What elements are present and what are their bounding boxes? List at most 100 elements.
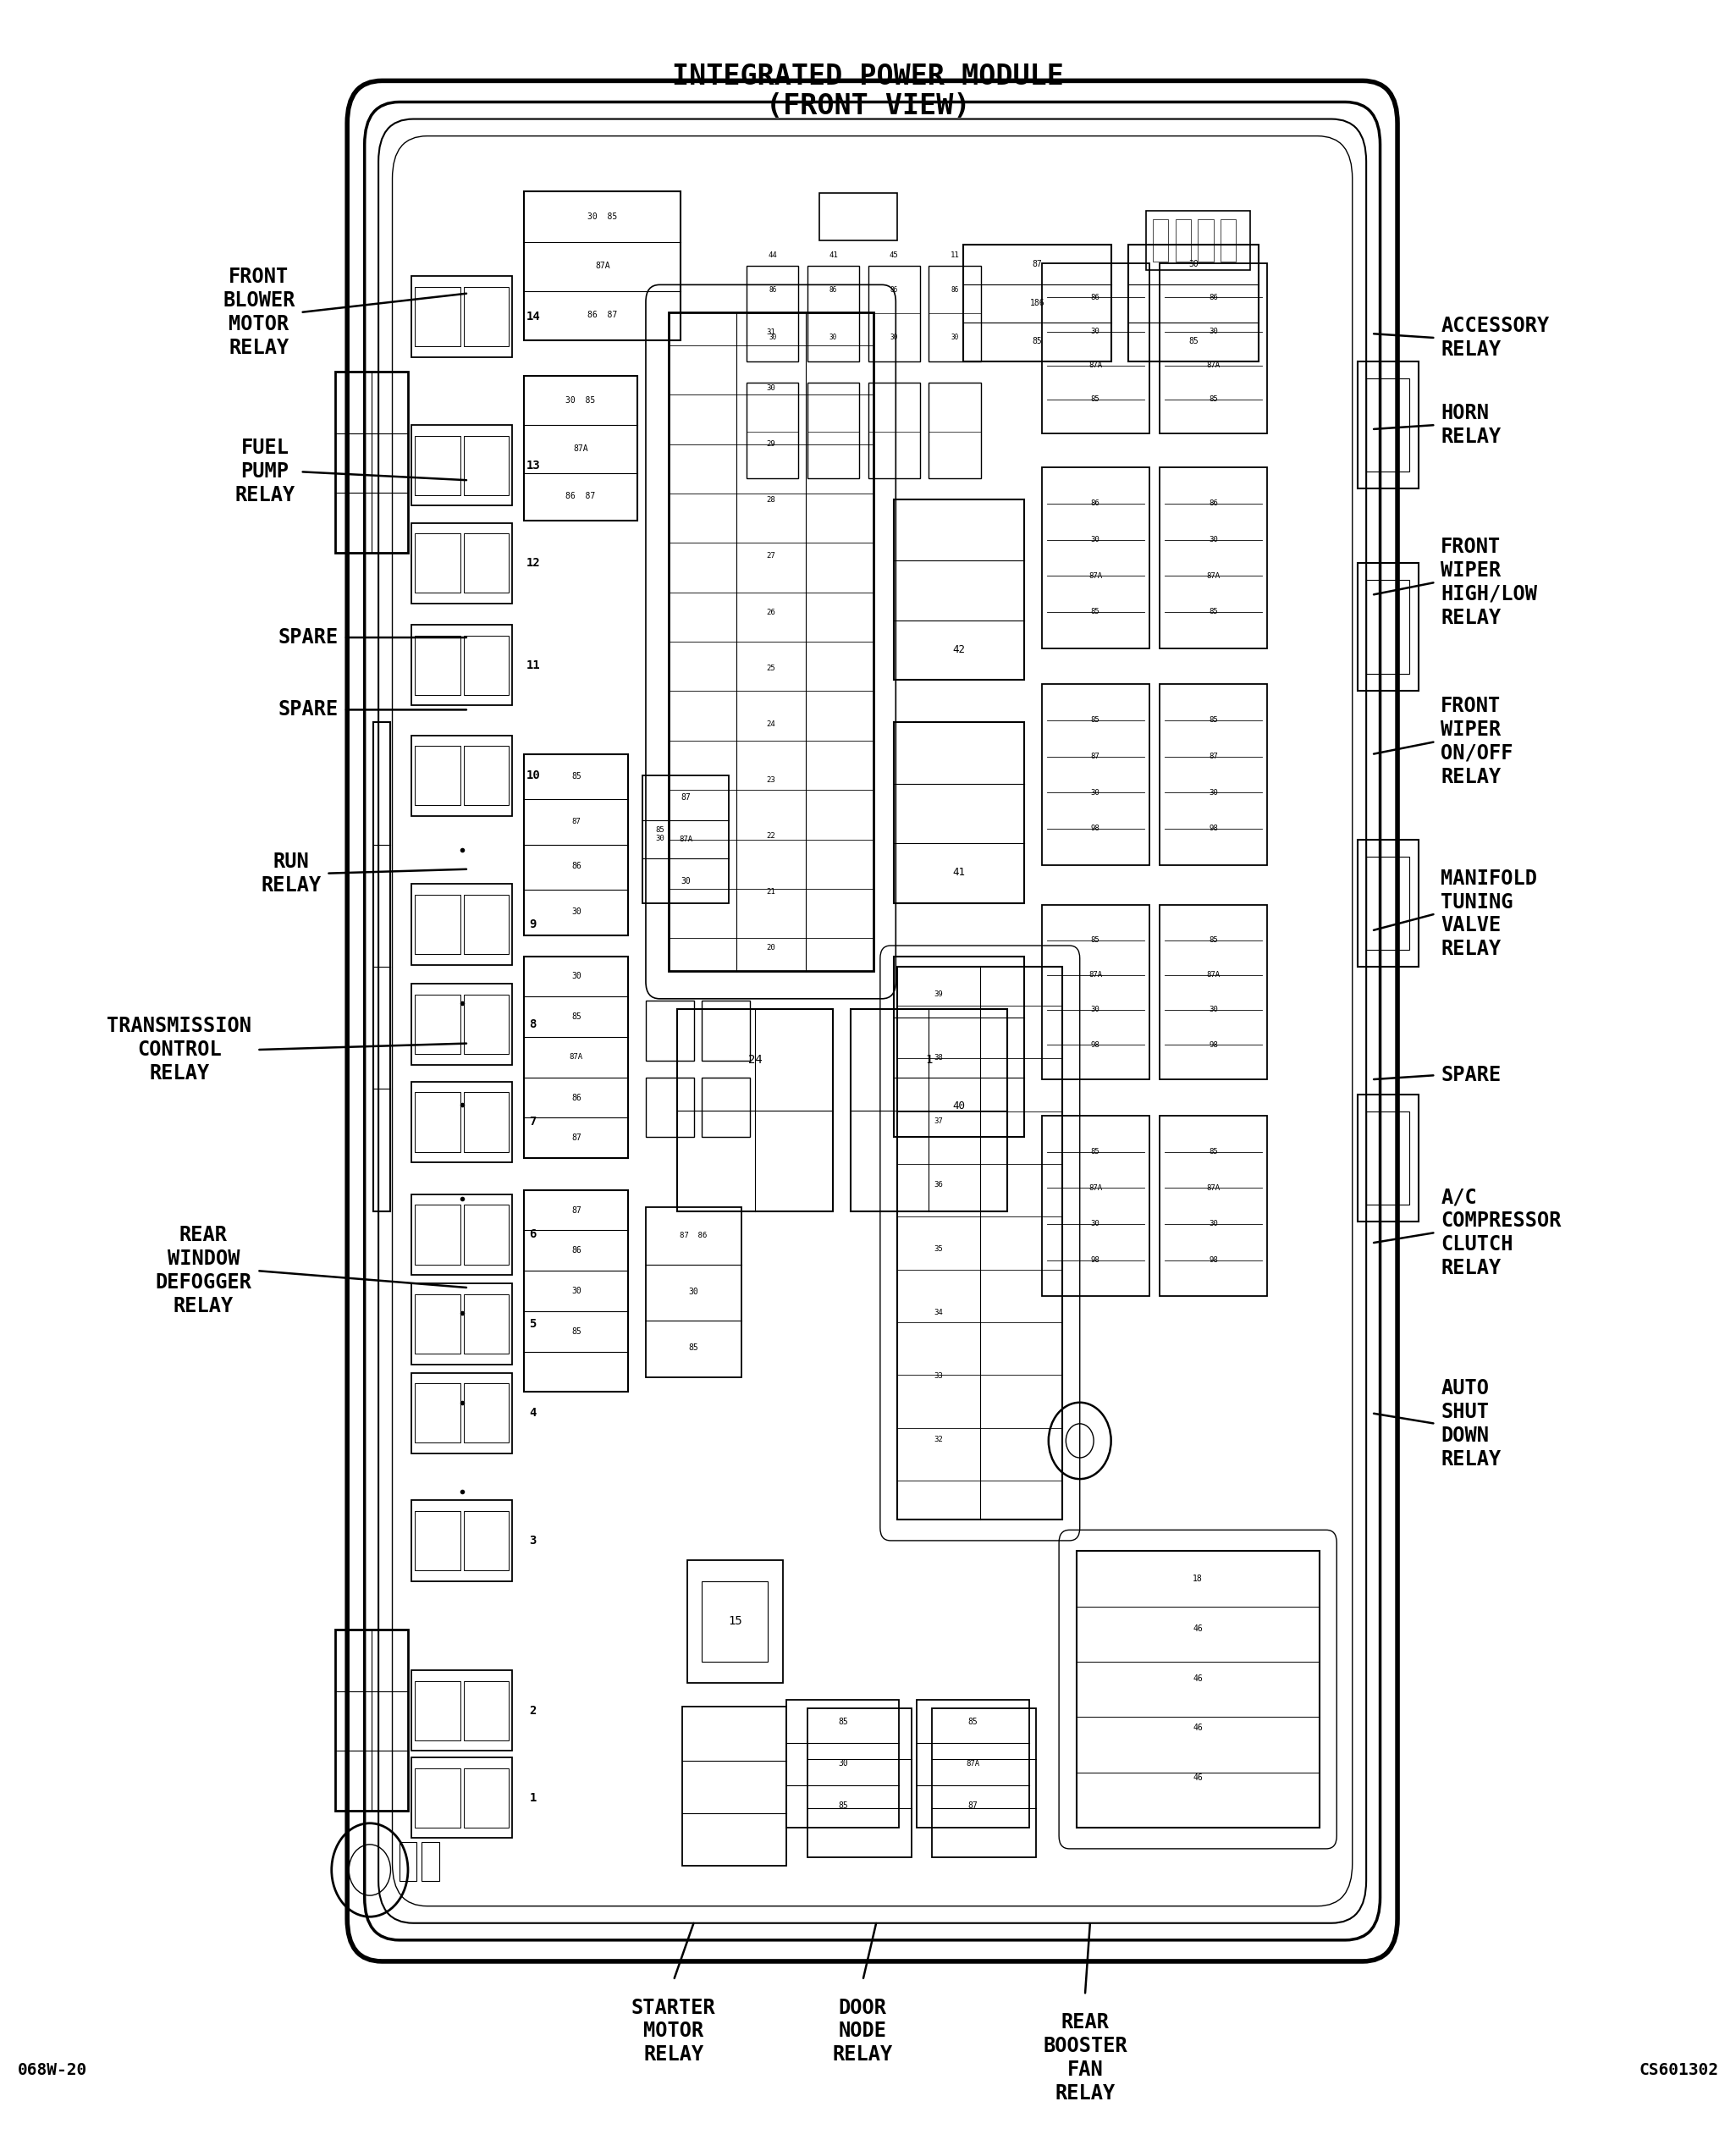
Text: 87A: 87A: [1088, 362, 1102, 368]
Text: 5: 5: [529, 1318, 536, 1331]
Text: 32: 32: [934, 1435, 943, 1443]
Text: 21: 21: [766, 888, 776, 896]
Text: HORN
RELAY: HORN RELAY: [1441, 402, 1502, 447]
Text: 85: 85: [1090, 717, 1101, 724]
Text: 24: 24: [766, 720, 776, 728]
Bar: [1076, 1552, 1319, 1827]
Text: 86: 86: [1208, 294, 1219, 302]
Bar: [464, 1512, 509, 1571]
Bar: [819, 194, 898, 241]
Text: 87A: 87A: [679, 835, 693, 843]
Text: 30: 30: [1208, 1007, 1219, 1013]
Bar: [524, 754, 628, 935]
Bar: [411, 884, 512, 964]
Text: 85
30: 85 30: [654, 826, 665, 843]
Bar: [464, 436, 509, 496]
Bar: [411, 1284, 512, 1365]
Text: 30: 30: [1090, 790, 1101, 796]
Text: 42: 42: [953, 643, 965, 656]
Text: 30: 30: [571, 907, 582, 915]
Text: 30: 30: [1189, 260, 1198, 268]
Text: 85: 85: [1189, 336, 1198, 345]
Bar: [422, 1842, 439, 1880]
Text: 85: 85: [571, 773, 582, 779]
Text: 1: 1: [925, 1054, 932, 1067]
Text: 46: 46: [1193, 1724, 1203, 1733]
Bar: [415, 894, 460, 954]
Bar: [701, 1001, 750, 1060]
Text: 30  85: 30 85: [587, 213, 618, 221]
Bar: [1146, 211, 1250, 270]
Bar: [898, 967, 1062, 1520]
Text: 30: 30: [769, 334, 776, 341]
Bar: [464, 1092, 509, 1152]
Bar: [464, 634, 509, 694]
Bar: [1160, 264, 1267, 434]
Text: 40: 40: [953, 1101, 965, 1111]
Text: 30: 30: [681, 877, 691, 886]
Bar: [399, 1842, 417, 1880]
Text: 86: 86: [1090, 500, 1101, 507]
Bar: [411, 1671, 512, 1750]
Bar: [464, 894, 509, 954]
Bar: [868, 383, 920, 479]
Bar: [524, 377, 637, 522]
Text: SPARE: SPARE: [278, 628, 339, 647]
Bar: [932, 1707, 1036, 1856]
Bar: [682, 1705, 786, 1865]
Text: SPARE: SPARE: [278, 700, 339, 720]
Text: 31: 31: [766, 328, 776, 336]
Bar: [1366, 379, 1410, 473]
Bar: [1358, 562, 1418, 690]
Bar: [701, 1582, 767, 1663]
Bar: [415, 1092, 460, 1152]
Text: 86  87: 86 87: [566, 492, 595, 500]
Bar: [411, 277, 512, 358]
Text: 87A: 87A: [595, 262, 609, 270]
Text: 2: 2: [529, 1705, 536, 1716]
Text: 46: 46: [1193, 1673, 1203, 1682]
Text: 85: 85: [1090, 937, 1101, 943]
Text: 87A: 87A: [1088, 1184, 1102, 1192]
Bar: [415, 534, 460, 592]
Bar: [464, 1682, 509, 1739]
Bar: [1042, 683, 1149, 864]
Bar: [411, 426, 512, 507]
Bar: [963, 245, 1111, 362]
Text: 85: 85: [1090, 609, 1101, 615]
Bar: [1175, 219, 1191, 262]
Text: 39: 39: [934, 990, 943, 999]
Bar: [411, 1194, 512, 1275]
Bar: [464, 1205, 509, 1265]
Text: INTEGRATED POWER MODULE: INTEGRATED POWER MODULE: [672, 62, 1064, 89]
Text: (FRONT VIEW): (FRONT VIEW): [766, 92, 970, 119]
Text: 30: 30: [830, 334, 837, 341]
Text: 11: 11: [950, 251, 960, 260]
Bar: [917, 1699, 1029, 1827]
Text: 30: 30: [571, 973, 582, 981]
Text: 11: 11: [526, 660, 540, 671]
Text: 35: 35: [934, 1245, 943, 1252]
Bar: [929, 383, 981, 479]
Bar: [1358, 362, 1418, 490]
Text: 30: 30: [1090, 1007, 1101, 1013]
Text: 87A: 87A: [1207, 362, 1220, 368]
Text: 45: 45: [889, 251, 899, 260]
Text: A/C
COMPRESSOR
CLUTCH
RELAY: A/C COMPRESSOR CLUTCH RELAY: [1441, 1188, 1561, 1277]
Text: 30: 30: [1208, 1220, 1219, 1228]
Bar: [1366, 856, 1410, 950]
Bar: [1128, 245, 1259, 362]
Text: 33: 33: [934, 1371, 943, 1380]
Bar: [668, 313, 873, 971]
Text: 46: 46: [1193, 1773, 1203, 1782]
Text: 87A: 87A: [573, 445, 589, 453]
Text: 86  87: 86 87: [587, 311, 618, 319]
Text: 86: 86: [769, 285, 776, 294]
Text: 26: 26: [766, 609, 776, 615]
Text: 41: 41: [953, 867, 965, 877]
Text: 87A: 87A: [1207, 573, 1220, 579]
Text: DOOR
NODE
RELAY: DOOR NODE RELAY: [833, 1997, 892, 2065]
Bar: [1366, 1111, 1410, 1205]
Text: STARTER
MOTOR
RELAY: STARTER MOTOR RELAY: [632, 1997, 715, 2065]
Bar: [646, 1077, 694, 1137]
